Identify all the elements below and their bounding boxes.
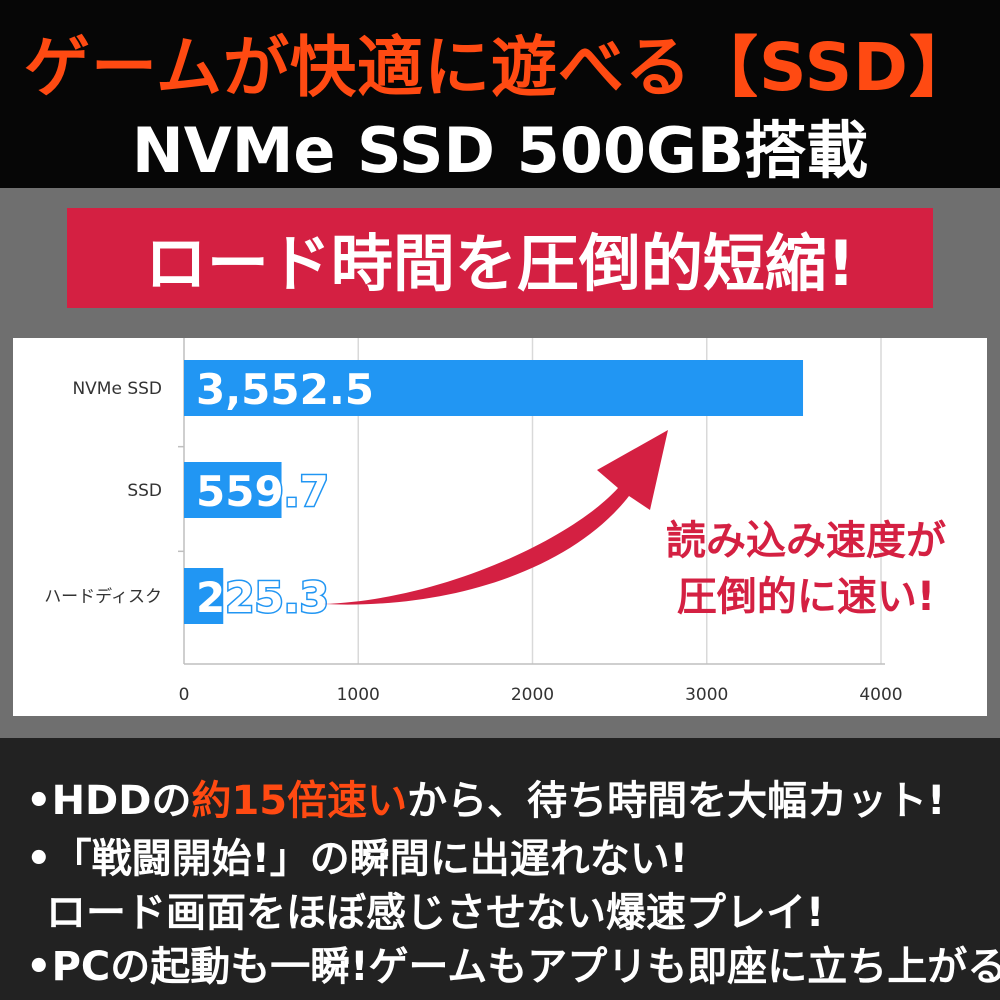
- category-label: NVMe SSD: [72, 379, 162, 399]
- bottom-band: •HDDの約15倍速いから、待ち時間を大幅カット! •「戦闘開始!」の瞬間に出遅…: [0, 738, 1000, 1000]
- bullet-2: •「戦闘開始!」の瞬間に出遅れない!: [26, 836, 689, 882]
- bullet-1-suffix: から、待ち時間を大幅カット!: [407, 778, 946, 824]
- category-label: SSD: [127, 481, 162, 501]
- trend-arrow-icon: [323, 430, 668, 605]
- headline: ゲームが快適に遊べる【SSD】: [24, 29, 976, 106]
- value-label: 559.7: [196, 467, 329, 516]
- bullet-3: •PCの起動も一瞬!ゲームもアプリも即座に立ち上がる!: [26, 944, 1000, 990]
- banner-text: ロード時間を圧倒的短縮!: [144, 227, 856, 300]
- bar: [184, 462, 282, 518]
- banner: ロード時間を圧倒的短縮!: [67, 208, 933, 308]
- x-tick-label: 0: [179, 685, 190, 705]
- x-tick-label: 4000: [859, 685, 902, 705]
- x-tick-label: 1000: [337, 685, 380, 705]
- bullet-1-highlight: 約15倍速い: [191, 778, 408, 824]
- chart-panel: 0 1000 2000 3000 4000 NVMe SSD 3,552.5 SSD 559.7…: [13, 338, 987, 716]
- bar-chart: 0 1000 2000 3000 4000 NVMe SSD 3,552.5 SSD 559.7…: [44, 338, 946, 705]
- subheadline: NVMe SSD 500GB搭載: [131, 114, 869, 187]
- top-header-band: ゲームが快適に遊べる【SSD】 NVMe SSD 500GB搭載: [0, 0, 1000, 188]
- bar: [184, 568, 224, 624]
- callout-line: 圧倒的に速い!: [677, 574, 935, 620]
- callout-line: 読み込み速度が: [666, 518, 946, 564]
- x-tick-label: 3000: [685, 685, 728, 705]
- bullet-2-continuation: ロード画面をほぼ感じさせない爆速プレイ!: [46, 890, 825, 936]
- value-label: 3,552.5: [196, 365, 374, 414]
- bar: [184, 360, 804, 416]
- category-label: ハードディスク: [44, 586, 162, 607]
- bullet-1: •HDDの約15倍速いから、待ち時間を大幅カット!: [26, 768, 945, 826]
- x-tick-label: 2000: [511, 685, 554, 705]
- value-label: 225.3: [196, 573, 329, 622]
- bullet-1-prefix: •HDDの: [26, 778, 192, 824]
